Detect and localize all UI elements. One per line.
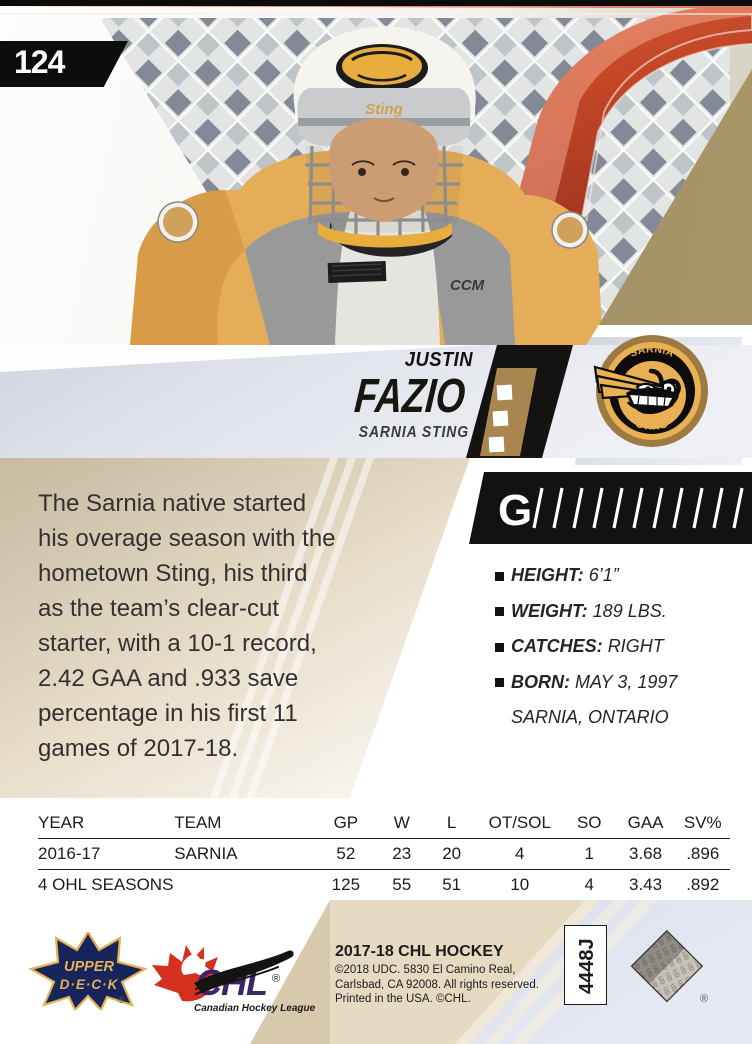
svg-text:UPPER: UPPER [64,959,114,975]
svg-text:Sting: Sting [365,101,403,118]
svg-text:CCM: CCM [450,277,485,294]
svg-text:G: G [498,486,532,535]
svg-text:®: ® [272,973,280,985]
svg-text:D·E·C·K: D·E·C·K [60,977,119,992]
svg-text:Canadian Hockey League: Canadian Hockey League [194,1003,315,1014]
